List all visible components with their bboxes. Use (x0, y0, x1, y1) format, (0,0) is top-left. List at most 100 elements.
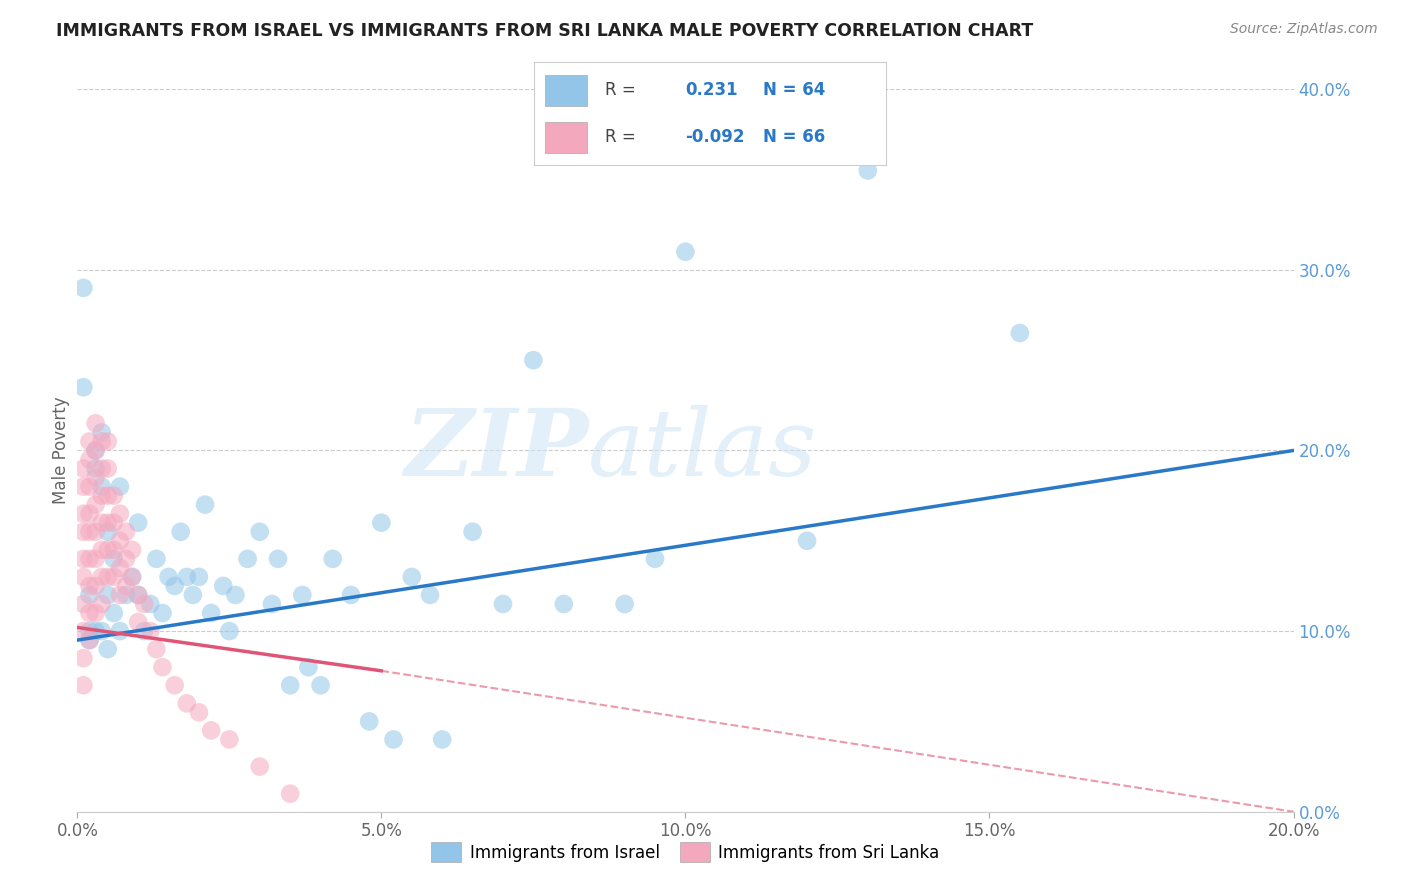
Point (103, 516, 125, 530)
Point (200, 606, 222, 620)
Point (267, 551, 290, 566)
Point (79, 452, 101, 467)
Point (72, 461, 94, 475)
Point (79, 606, 101, 620)
Point (152, 660, 174, 674)
Point (139, 624, 162, 639)
Point (84, 551, 107, 566)
Point (419, 588, 441, 602)
Point (90, 434, 112, 449)
Point (127, 588, 149, 602)
Point (103, 570, 125, 584)
Point (84, 579, 107, 593)
Point (675, 244, 697, 259)
Point (103, 489, 125, 503)
Point (72, 624, 94, 639)
Point (108, 533, 131, 548)
Point (644, 551, 666, 566)
Y-axis label: Male Poverty: Male Poverty (52, 397, 70, 504)
Point (188, 706, 211, 720)
Point (108, 624, 131, 639)
Point (84, 606, 107, 620)
Text: atlas: atlas (588, 406, 818, 495)
Point (79, 480, 101, 494)
Point (115, 551, 138, 566)
Point (152, 606, 174, 620)
Point (856, 163, 879, 178)
Point (103, 606, 125, 620)
Point (163, 579, 186, 593)
Point (181, 588, 204, 602)
Point (108, 480, 131, 494)
Point (90, 542, 112, 557)
Point (200, 723, 222, 738)
Point (72, 570, 94, 584)
Point (157, 570, 180, 584)
Point (97, 516, 120, 530)
Point (176, 697, 198, 711)
Point (97, 524, 120, 539)
Point (90, 597, 112, 611)
Point (72, 380, 94, 394)
Point (139, 597, 162, 611)
Point (322, 551, 344, 566)
Point (90, 516, 112, 530)
Point (79, 507, 101, 521)
Point (84, 443, 107, 458)
Point (163, 678, 186, 692)
Point (90, 624, 112, 639)
Point (84, 461, 107, 475)
Point (90, 570, 112, 584)
Text: ZIP: ZIP (404, 406, 588, 495)
Point (212, 579, 235, 593)
Point (249, 524, 271, 539)
Point (194, 498, 217, 512)
Point (97, 434, 120, 449)
Point (1008, 326, 1031, 340)
Point (72, 597, 94, 611)
Point (492, 597, 515, 611)
Point (115, 588, 138, 602)
Point (145, 551, 167, 566)
FancyBboxPatch shape (544, 122, 588, 153)
Point (249, 759, 271, 773)
Point (90, 489, 112, 503)
Point (84, 524, 107, 539)
Point (359, 714, 381, 729)
Point (176, 570, 198, 584)
Point (127, 516, 149, 530)
Point (430, 732, 453, 747)
Text: -0.092: -0.092 (686, 128, 745, 146)
Point (121, 542, 143, 557)
Point (218, 624, 240, 639)
Text: R =: R = (605, 81, 636, 99)
Point (735, 100, 758, 114)
Point (79, 624, 101, 639)
Point (218, 732, 240, 747)
Point (72, 678, 94, 692)
Point (461, 524, 484, 539)
Point (108, 588, 131, 602)
Point (72, 524, 94, 539)
Point (115, 524, 138, 539)
FancyBboxPatch shape (544, 75, 588, 105)
Text: Source: ZipAtlas.com: Source: ZipAtlas.com (1230, 22, 1378, 37)
Point (79, 633, 101, 648)
Point (370, 516, 392, 530)
Point (103, 551, 125, 566)
Point (278, 678, 301, 692)
Point (127, 615, 149, 629)
Point (84, 417, 107, 431)
Point (79, 579, 101, 593)
Point (84, 498, 107, 512)
Text: IMMIGRANTS FROM ISRAEL VS IMMIGRANTS FROM SRI LANKA MALE POVERTY CORRELATION CHA: IMMIGRANTS FROM ISRAEL VS IMMIGRANTS FRO… (56, 22, 1033, 40)
Point (79, 588, 101, 602)
Point (188, 570, 211, 584)
Point (84, 624, 107, 639)
Legend: Immigrants from Israel, Immigrants from Sri Lanka: Immigrants from Israel, Immigrants from … (425, 836, 946, 869)
Point (553, 597, 575, 611)
Text: 0.231: 0.231 (686, 81, 738, 99)
Point (134, 597, 156, 611)
Point (121, 570, 143, 584)
Point (97, 570, 120, 584)
